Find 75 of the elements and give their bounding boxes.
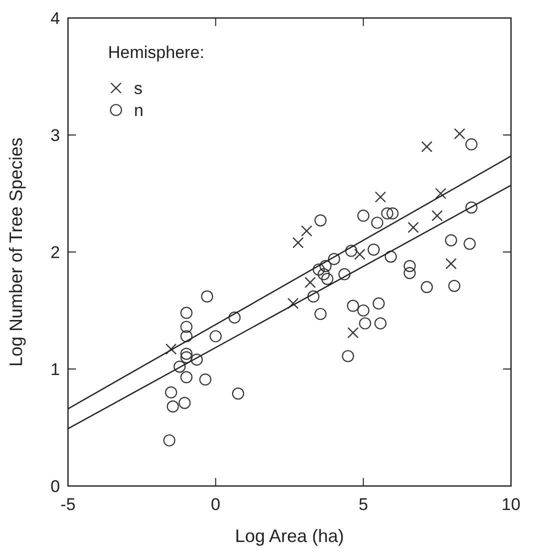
point [180,351,192,364]
point [319,260,332,272]
point [190,354,203,366]
x-axis-title: Log Area (ha) [234,526,344,546]
point [465,138,478,150]
point [435,188,446,200]
point [166,400,179,412]
point [328,252,340,266]
point [178,396,191,409]
legend-label: n [134,101,144,120]
point [180,320,192,333]
point [368,244,380,256]
legend-title: Hemisphere: [108,43,204,62]
point [381,207,394,220]
point [304,276,316,288]
point [420,281,433,294]
point [318,268,330,280]
point [374,191,386,203]
x-tick-label: 10 [502,495,520,514]
point [321,272,334,285]
point [444,234,458,246]
point [347,327,359,338]
point [371,216,384,229]
point [448,280,460,292]
point [180,348,192,360]
point [199,373,212,386]
point [359,317,372,330]
point [210,330,222,342]
point [314,308,327,320]
point [163,434,176,446]
point [292,237,304,248]
point [357,304,370,317]
point [312,264,325,276]
point [342,350,354,362]
point [445,258,457,270]
point [165,344,177,355]
point [180,371,192,384]
point [345,244,358,257]
point [372,297,385,310]
point [465,201,478,214]
y-tick-label: 4 [50,9,60,28]
y-tick-label: 2 [50,243,60,262]
point [232,388,244,400]
point [404,260,416,272]
legend-label: s [134,79,142,98]
x-tick-label: 0 [210,495,220,514]
point [338,268,350,280]
point [228,311,241,324]
point [180,306,192,319]
point [180,330,192,342]
point [346,300,360,312]
point [354,248,366,260]
point [464,238,476,250]
point [174,360,186,373]
y-tick-label: 3 [50,126,60,145]
point [374,317,387,330]
point [301,225,312,237]
point [432,210,443,222]
point [307,290,320,303]
y-tick-label: 0 [50,477,60,496]
point [384,250,397,263]
point [165,386,178,398]
point [314,214,327,226]
y-axis-title: Log Number of Tree Species [6,137,26,367]
point [454,128,466,140]
point [421,141,432,152]
point [386,207,399,220]
point [357,210,370,222]
point [408,222,419,234]
y-tick-label: 1 [50,360,60,379]
point [287,298,299,310]
x-tick-label: 5 [358,495,368,514]
point [404,267,416,280]
point [201,290,214,303]
x-tick-label: -5 [60,495,76,514]
